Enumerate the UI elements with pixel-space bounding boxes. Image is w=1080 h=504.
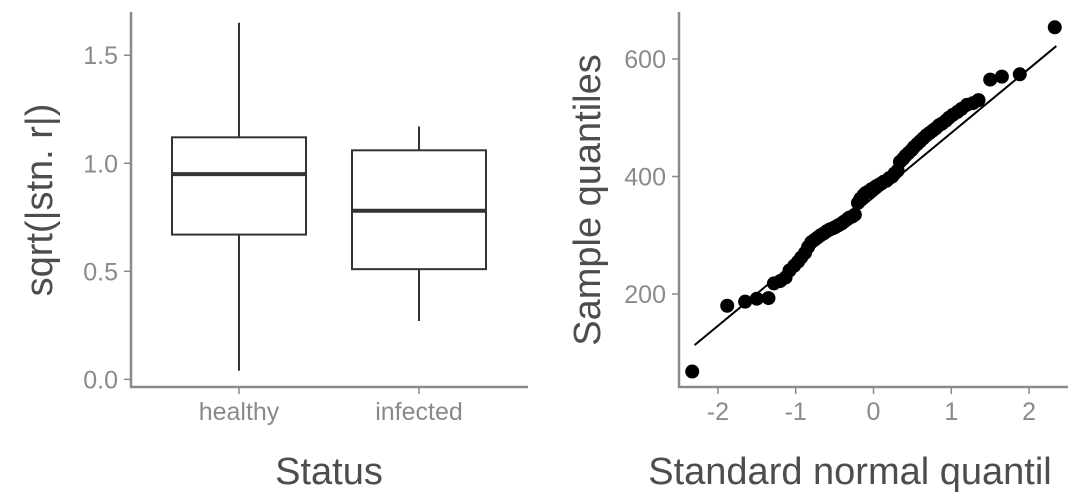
qq-point xyxy=(983,72,998,87)
qq-plot-x-tick-label: 0 xyxy=(867,398,881,426)
box-plot-x-tick-label: healthy xyxy=(199,398,280,426)
box-plot-x-ticks: healthy infected xyxy=(199,387,463,426)
box-healthy xyxy=(171,22,307,371)
box-body xyxy=(171,136,307,236)
qq-plot-x-ticks: -2 -1 0 1 2 xyxy=(707,387,1036,426)
qq-point xyxy=(685,364,700,379)
box-plot-y-tick-label: 1.5 xyxy=(83,42,118,70)
box-infected xyxy=(351,126,487,322)
qq-plot-panel: 200 400 600 -2 -1 0 1 2 Standard normal quanti… xyxy=(567,12,1068,493)
qq-plot-y-tick-label: 600 xyxy=(624,46,666,74)
qq-point xyxy=(971,93,986,108)
qq-plot-y-tick-label: 200 xyxy=(624,281,666,309)
box-plot-y-tick-label: 0.0 xyxy=(83,366,118,394)
box-plot-boxes xyxy=(171,22,487,371)
box-plot-y-tick-label: 0.5 xyxy=(83,258,118,286)
box-plot-y-axis-title: sqrt(|stn. r|) xyxy=(19,104,61,297)
qq-point xyxy=(749,291,764,306)
qq-point xyxy=(738,294,753,309)
qq-point xyxy=(761,291,776,306)
qq-point xyxy=(847,207,862,222)
qq-plot-x-tick-label: 1 xyxy=(944,398,958,426)
qq-plot-x-tick-label: -1 xyxy=(785,398,807,426)
qq-plot-x-axis-title: Standard normal quantil xyxy=(648,451,1051,493)
qq-plot-x-tick-label: 2 xyxy=(1022,398,1036,426)
qq-point xyxy=(994,69,1009,84)
box-plot-y-ticks: 0.0 0.5 1.0 1.5 xyxy=(83,42,131,394)
qq-plot-y-tick-label: 400 xyxy=(624,164,666,192)
box-plot-x-axis-title: Status xyxy=(275,451,383,493)
qq-plot-points xyxy=(685,20,1062,379)
qq-point xyxy=(720,298,735,313)
box-plot-x-tick-label: infected xyxy=(375,398,463,426)
qq-plot-y-axis-title: Sample quantiles xyxy=(567,54,609,346)
box-plot-panel: 0.0 0.5 1.0 1.5 healthy infected Status sqrt… xyxy=(19,12,528,493)
box-plot-y-tick-label: 1.0 xyxy=(83,150,118,178)
qq-point xyxy=(1012,67,1027,82)
qq-point xyxy=(1047,20,1062,35)
qq-plot-y-ticks: 200 400 600 xyxy=(624,46,679,309)
qq-plot-x-tick-label: -2 xyxy=(707,398,729,426)
